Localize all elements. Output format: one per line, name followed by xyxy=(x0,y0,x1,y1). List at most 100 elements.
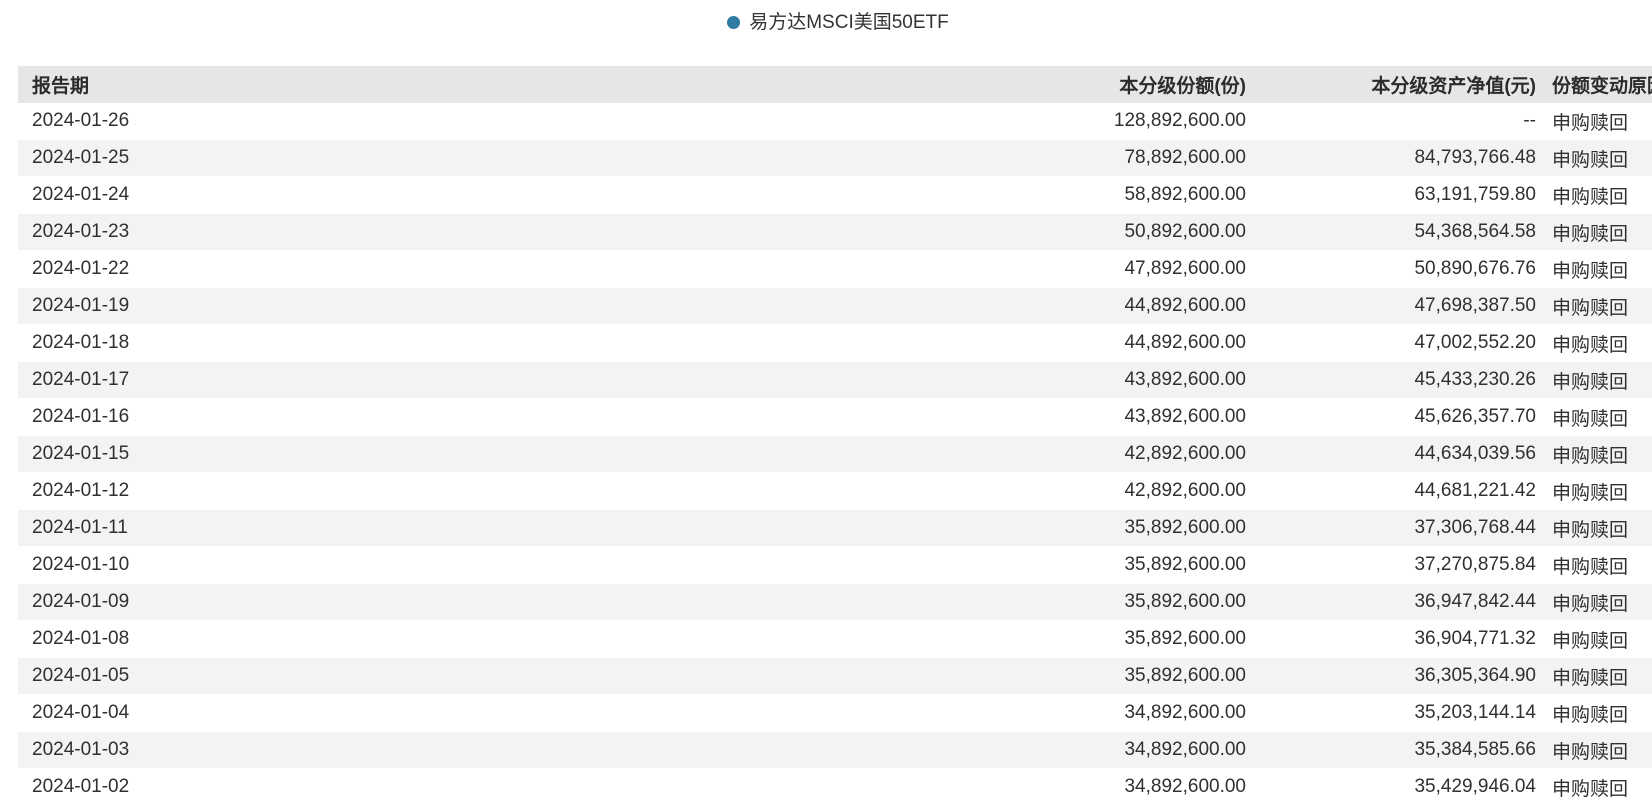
cell-change-reason: 申购赎回 xyxy=(1538,287,1652,325)
cell-net-asset: 35,429,946.04 xyxy=(1248,768,1538,798)
table-row[interactable]: 2024-01-04 34,892,600.00 35,203,144.14 申购赎回 xyxy=(18,694,1652,732)
cell-shares: 78,892,600.00 xyxy=(808,139,1248,177)
table-row[interactable]: 2024-01-03 34,892,600.00 35,384,585.66 申购赎回 xyxy=(18,731,1652,769)
cell-net-asset: 37,270,875.84 xyxy=(1248,546,1538,584)
cell-net-asset: 36,947,842.44 xyxy=(1248,583,1538,621)
cell-net-asset: 63,191,759.80 xyxy=(1248,176,1538,214)
column-header-shares[interactable]: 本分级份额(份) xyxy=(808,66,1248,103)
cell-change-reason: 申购赎回 xyxy=(1538,583,1652,621)
cell-change-reason: 申购赎回 xyxy=(1538,694,1652,732)
cell-net-asset: 35,203,144.14 xyxy=(1248,694,1538,732)
cell-change-reason: 申购赎回 xyxy=(1538,324,1652,362)
table-row[interactable]: 2024-01-26 128,892,600.00 -- 申购赎回 xyxy=(18,103,1652,140)
cell-shares: 128,892,600.00 xyxy=(808,103,1248,140)
column-header-change-reason[interactable]: 份额变动原因 xyxy=(1538,66,1652,103)
cell-report-date: 2024-01-02 xyxy=(18,768,808,798)
cell-net-asset: 54,368,564.58 xyxy=(1248,213,1538,251)
cell-shares: 34,892,600.00 xyxy=(808,694,1248,732)
cell-change-reason: 申购赎回 xyxy=(1538,546,1652,584)
table-row[interactable]: 2024-01-10 35,892,600.00 37,270,875.84 申购赎回 xyxy=(18,546,1652,584)
cell-net-asset: 36,305,364.90 xyxy=(1248,657,1538,695)
cell-net-asset: 44,681,221.42 xyxy=(1248,472,1538,510)
cell-net-asset: 45,626,357.70 xyxy=(1248,398,1538,436)
cell-net-asset: 36,904,771.32 xyxy=(1248,620,1538,658)
cell-net-asset: 37,306,768.44 xyxy=(1248,509,1538,547)
cell-net-asset: -- xyxy=(1248,103,1538,140)
table-row[interactable]: 2024-01-09 35,892,600.00 36,947,842.44 申购赎回 xyxy=(18,583,1652,621)
cell-report-date: 2024-01-19 xyxy=(18,287,808,325)
cell-change-reason: 申购赎回 xyxy=(1538,657,1652,695)
cell-report-date: 2024-01-12 xyxy=(18,472,808,510)
cell-shares: 43,892,600.00 xyxy=(808,361,1248,399)
cell-report-date: 2024-01-16 xyxy=(18,398,808,436)
cell-report-date: 2024-01-25 xyxy=(18,139,808,177)
table-body: 2024-01-26 128,892,600.00 -- 申购赎回 2024-01-25… xyxy=(18,103,1652,798)
cell-shares: 35,892,600.00 xyxy=(808,583,1248,621)
cell-change-reason: 申购赎回 xyxy=(1538,731,1652,769)
cell-shares: 35,892,600.00 xyxy=(808,657,1248,695)
cell-net-asset: 44,634,039.56 xyxy=(1248,435,1538,473)
cell-report-date: 2024-01-11 xyxy=(18,509,808,547)
cell-shares: 50,892,600.00 xyxy=(808,213,1248,251)
cell-change-reason: 申购赎回 xyxy=(1538,103,1652,140)
cell-change-reason: 申购赎回 xyxy=(1538,139,1652,177)
cell-report-date: 2024-01-18 xyxy=(18,324,808,362)
table-header: 报告期 本分级份额(份) 本分级资产净值(元) 份额变动原因 xyxy=(18,66,1652,103)
column-header-report-date[interactable]: 报告期 xyxy=(18,66,808,103)
cell-change-reason: 申购赎回 xyxy=(1538,213,1652,251)
table-row[interactable]: 2024-01-19 44,892,600.00 47,698,387.50 申购赎回 xyxy=(18,287,1652,325)
table-row[interactable]: 2024-01-22 47,892,600.00 50,890,676.76 申购赎回 xyxy=(18,250,1652,288)
cell-report-date: 2024-01-15 xyxy=(18,435,808,473)
cell-change-reason: 申购赎回 xyxy=(1538,398,1652,436)
table-row[interactable]: 2024-01-11 35,892,600.00 37,306,768.44 申购赎回 xyxy=(18,509,1652,547)
cell-change-reason: 申购赎回 xyxy=(1538,435,1652,473)
table-row[interactable]: 2024-01-02 34,892,600.00 35,429,946.04 申购赎回 xyxy=(18,768,1652,798)
cell-report-date: 2024-01-10 xyxy=(18,546,808,584)
cell-report-date: 2024-01-17 xyxy=(18,361,808,399)
cell-shares: 42,892,600.00 xyxy=(808,435,1248,473)
cell-net-asset: 50,890,676.76 xyxy=(1248,250,1538,288)
table-row[interactable]: 2024-01-17 43,892,600.00 45,433,230.26 申购赎回 xyxy=(18,361,1652,399)
cell-shares: 35,892,600.00 xyxy=(808,620,1248,658)
cell-report-date: 2024-01-05 xyxy=(18,657,808,695)
cell-report-date: 2024-01-26 xyxy=(18,103,808,140)
table-row[interactable]: 2024-01-16 43,892,600.00 45,626,357.70 申购赎回 xyxy=(18,398,1652,436)
cell-shares: 44,892,600.00 xyxy=(808,287,1248,325)
table-row[interactable]: 2024-01-08 35,892,600.00 36,904,771.32 申购赎回 xyxy=(18,620,1652,658)
cell-report-date: 2024-01-03 xyxy=(18,731,808,769)
table-row[interactable]: 2024-01-18 44,892,600.00 47,002,552.20 申购赎回 xyxy=(18,324,1652,362)
table-row[interactable]: 2024-01-05 35,892,600.00 36,305,364.90 申购赎回 xyxy=(18,657,1652,695)
cell-report-date: 2024-01-08 xyxy=(18,620,808,658)
legend-item-fund[interactable]: 易方达MSCI美国50ETF xyxy=(727,13,949,32)
cell-change-reason: 申购赎回 xyxy=(1538,176,1652,214)
cell-change-reason: 申购赎回 xyxy=(1538,509,1652,547)
chart-legend: 易方达MSCI美国50ETF xyxy=(0,0,1652,44)
cell-shares: 35,892,600.00 xyxy=(808,546,1248,584)
table-row[interactable]: 2024-01-25 78,892,600.00 84,793,766.48 申购赎回 xyxy=(18,139,1652,177)
cell-change-reason: 申购赎回 xyxy=(1538,361,1652,399)
cell-shares: 34,892,600.00 xyxy=(808,768,1248,798)
table-header-row: 报告期 本分级份额(份) 本分级资产净值(元) 份额变动原因 xyxy=(18,66,1652,103)
share-change-table: 报告期 本分级份额(份) 本分级资产净值(元) 份额变动原因 2024-01-2… xyxy=(18,66,1652,798)
cell-shares: 44,892,600.00 xyxy=(808,324,1248,362)
cell-shares: 58,892,600.00 xyxy=(808,176,1248,214)
share-change-table-container[interactable]: 报告期 本分级份额(份) 本分级资产净值(元) 份额变动原因 2024-01-2… xyxy=(18,66,1652,798)
cell-shares: 43,892,600.00 xyxy=(808,398,1248,436)
cell-change-reason: 申购赎回 xyxy=(1538,250,1652,288)
column-header-net-asset[interactable]: 本分级资产净值(元) xyxy=(1248,66,1538,103)
cell-shares: 35,892,600.00 xyxy=(808,509,1248,547)
table-row[interactable]: 2024-01-15 42,892,600.00 44,634,039.56 申购赎回 xyxy=(18,435,1652,473)
cell-report-date: 2024-01-09 xyxy=(18,583,808,621)
table-row[interactable]: 2024-01-12 42,892,600.00 44,681,221.42 申购赎回 xyxy=(18,472,1652,510)
circle-marker-icon xyxy=(727,15,741,29)
cell-change-reason: 申购赎回 xyxy=(1538,472,1652,510)
cell-net-asset: 84,793,766.48 xyxy=(1248,139,1538,177)
cell-shares: 47,892,600.00 xyxy=(808,250,1248,288)
cell-report-date: 2024-01-24 xyxy=(18,176,808,214)
legend-item-label: 易方达MSCI美国50ETF xyxy=(749,11,949,33)
table-row[interactable]: 2024-01-23 50,892,600.00 54,368,564.58 申购赎回 xyxy=(18,213,1652,251)
cell-net-asset: 47,002,552.20 xyxy=(1248,324,1538,362)
table-row[interactable]: 2024-01-24 58,892,600.00 63,191,759.80 申购赎回 xyxy=(18,176,1652,214)
cell-net-asset: 35,384,585.66 xyxy=(1248,731,1538,769)
